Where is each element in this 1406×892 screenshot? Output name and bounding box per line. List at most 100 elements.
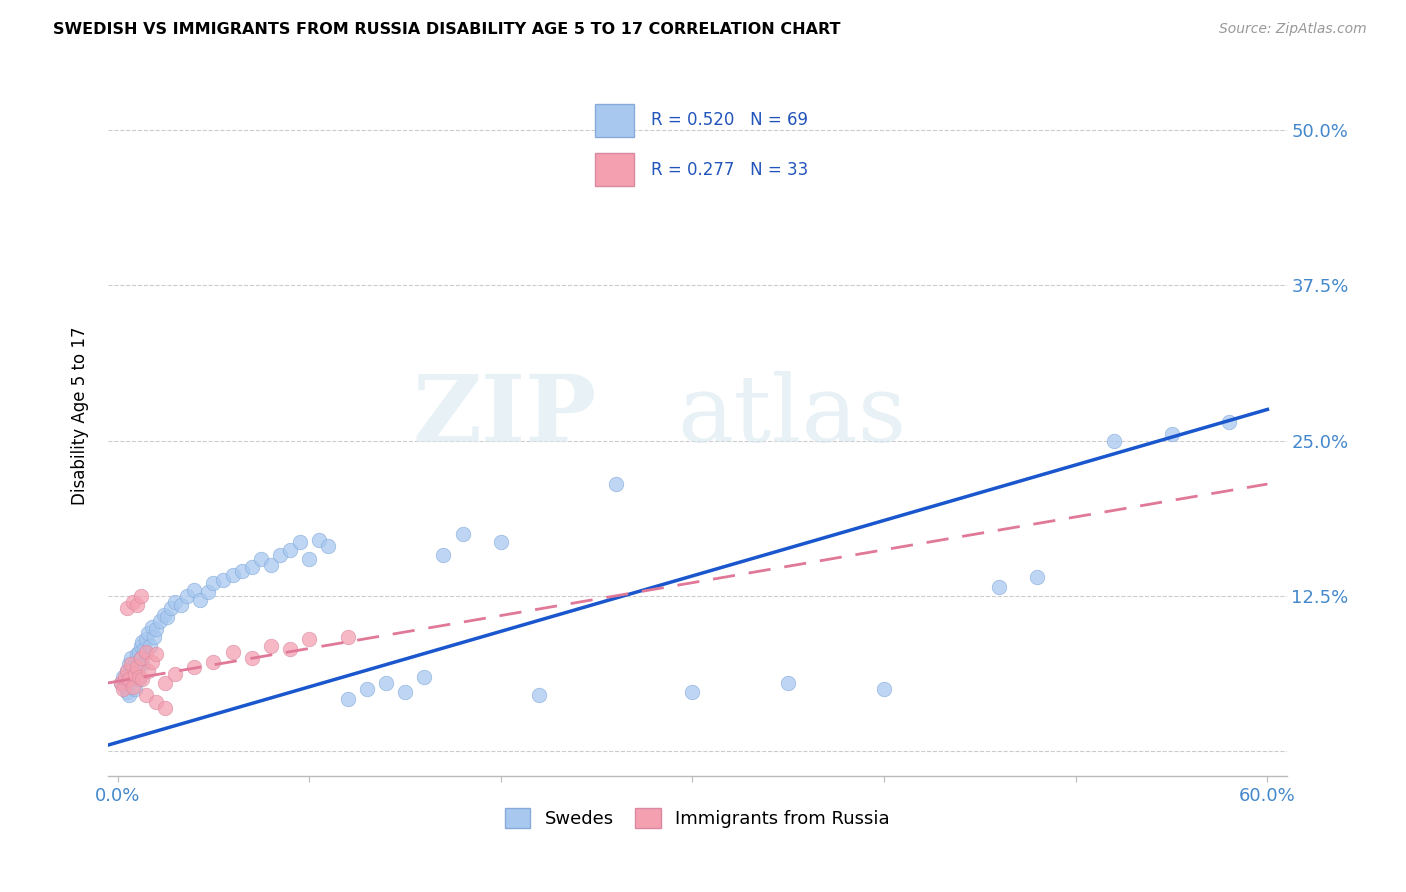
Point [240, 651, 263, 665]
Point [122, 680, 145, 694]
Point [145, 695, 167, 709]
Point [129, 589, 152, 603]
Point [1102, 434, 1125, 448]
Point [202, 576, 225, 591]
Point [1160, 427, 1182, 442]
Point [124, 667, 146, 681]
Point [260, 639, 283, 653]
Point [131, 657, 153, 672]
Point [135, 689, 157, 703]
Point [120, 657, 142, 672]
Text: ZIP: ZIP [413, 371, 598, 460]
Point [165, 667, 187, 681]
Point [231, 564, 253, 578]
Point [125, 598, 148, 612]
Text: atlas: atlas [676, 371, 907, 460]
Point [269, 548, 291, 562]
FancyBboxPatch shape [595, 153, 634, 186]
Point [120, 672, 142, 686]
Point [394, 684, 416, 698]
Point [527, 689, 550, 703]
Point [489, 535, 512, 549]
Point [221, 645, 243, 659]
Point [115, 664, 138, 678]
Point [131, 635, 153, 649]
Text: Source: ZipAtlas.com: Source: ZipAtlas.com [1219, 22, 1367, 37]
Point [149, 614, 172, 628]
Point [176, 589, 198, 603]
Point [152, 607, 174, 622]
Legend: Swedes, Immigrants from Russia: Swedes, Immigrants from Russia [498, 800, 897, 836]
Point [432, 548, 454, 562]
Point [212, 573, 235, 587]
Point [141, 655, 163, 669]
Point [110, 676, 132, 690]
Point [128, 670, 150, 684]
Point [451, 526, 474, 541]
Point [356, 682, 378, 697]
Point [139, 639, 162, 653]
Point [118, 672, 141, 686]
Point [260, 558, 283, 572]
Point [318, 539, 340, 553]
Point [124, 682, 146, 697]
Point [183, 660, 205, 674]
Point [336, 630, 359, 644]
Point [115, 684, 138, 698]
Point [170, 598, 193, 612]
Point [122, 667, 145, 681]
Point [988, 580, 1011, 594]
Point [308, 533, 330, 547]
Point [156, 610, 179, 624]
Point [125, 664, 148, 678]
Point [165, 595, 187, 609]
Point [298, 551, 321, 566]
Point [188, 592, 211, 607]
Point [110, 676, 132, 690]
Point [124, 655, 146, 669]
Point [145, 623, 167, 637]
Point [183, 582, 205, 597]
Point [374, 676, 396, 690]
Point [136, 626, 159, 640]
FancyBboxPatch shape [595, 104, 634, 136]
Point [135, 645, 157, 659]
Point [129, 639, 152, 653]
Point [873, 682, 896, 697]
Point [115, 664, 138, 678]
Point [115, 601, 138, 615]
Point [278, 642, 301, 657]
Point [122, 595, 145, 609]
Point [131, 672, 153, 686]
Point [155, 676, 177, 690]
Point [605, 477, 627, 491]
Point [240, 560, 263, 574]
Text: R = 0.520   N = 69: R = 0.520 N = 69 [651, 112, 808, 129]
Point [160, 601, 183, 615]
Point [136, 664, 159, 678]
Point [114, 670, 136, 684]
Point [336, 692, 359, 706]
Point [278, 543, 301, 558]
Point [118, 689, 141, 703]
Y-axis label: Disability Age 5 to 17: Disability Age 5 to 17 [72, 326, 89, 505]
Text: R = 0.277   N = 33: R = 0.277 N = 33 [651, 161, 808, 178]
Point [134, 642, 156, 657]
Point [125, 648, 148, 662]
Point [298, 632, 321, 647]
Point [118, 657, 141, 672]
Point [135, 632, 157, 647]
Point [155, 701, 177, 715]
Point [250, 551, 273, 566]
Point [112, 670, 135, 684]
Point [128, 672, 150, 686]
Point [221, 567, 243, 582]
Point [682, 684, 704, 698]
Point [1026, 570, 1049, 584]
Point [125, 660, 148, 674]
Point [1218, 415, 1240, 429]
Point [112, 682, 135, 697]
Point [128, 645, 150, 659]
Point [114, 680, 136, 694]
Point [143, 630, 166, 644]
